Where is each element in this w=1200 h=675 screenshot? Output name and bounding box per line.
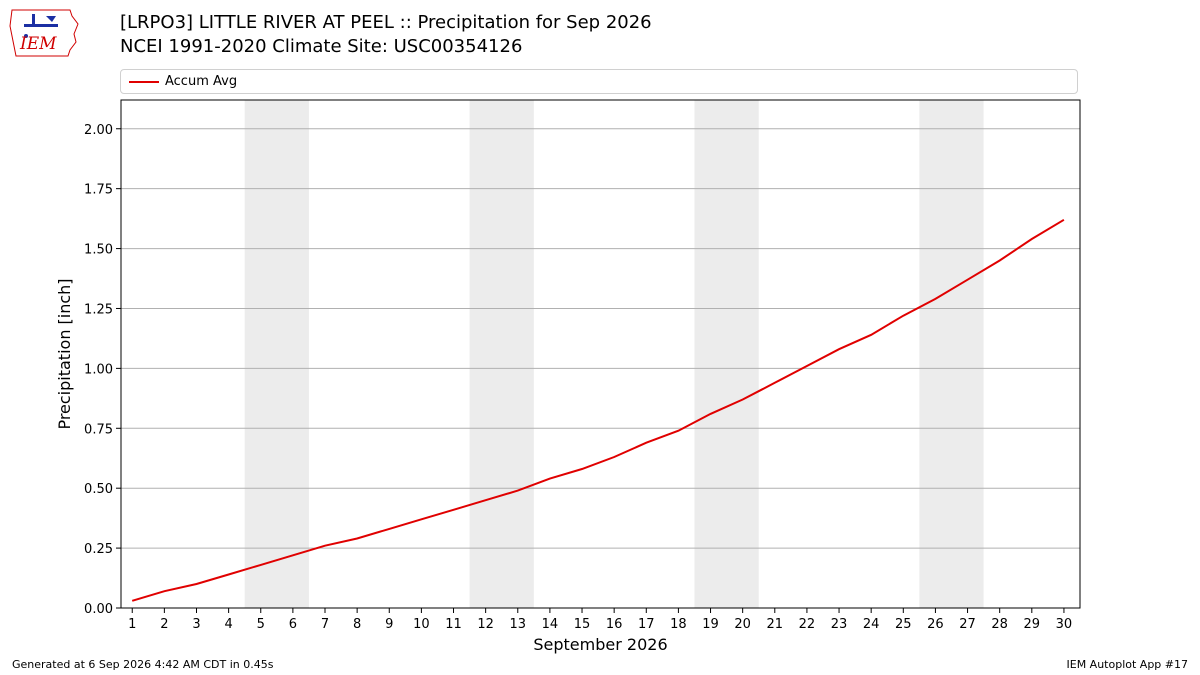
chart-subtitle: NCEI 1991-2020 Climate Site: USC00354126 xyxy=(120,36,523,57)
x-tick-label: 28 xyxy=(991,617,1008,632)
x-tick-label: 1 xyxy=(128,617,136,632)
x-tick-label: 4 xyxy=(224,617,232,632)
footer-app: IEM Autoplot App #17 xyxy=(1066,658,1189,671)
x-tick-label: 25 xyxy=(895,617,912,632)
legend-line-swatch xyxy=(129,81,159,83)
iowa-map-icon xyxy=(9,9,79,57)
x-tick-label: 19 xyxy=(702,617,719,632)
x-tick-label: 5 xyxy=(257,617,265,632)
x-tick-label: 14 xyxy=(542,617,559,632)
x-tick-label: 8 xyxy=(353,617,361,632)
y-tick-label: 2.00 xyxy=(84,123,113,138)
y-tick-label: 0.75 xyxy=(84,422,113,437)
x-tick-label: 22 xyxy=(799,617,816,632)
x-tick-label: 30 xyxy=(1056,617,1073,632)
y-tick-label: 1.00 xyxy=(84,362,113,377)
y-axis-label: Precipitation [inch] xyxy=(55,278,74,429)
y-tick-label: 0.00 xyxy=(84,602,113,617)
x-tick-label: 10 xyxy=(413,617,430,632)
x-tick-label: 6 xyxy=(289,617,297,632)
weekend-band-0 xyxy=(244,100,309,608)
weekend-band-3 xyxy=(919,100,984,608)
x-tick-label: 11 xyxy=(445,617,462,632)
chart-title: [LRPO3] LITTLE RIVER AT PEEL :: Precipit… xyxy=(120,12,652,33)
x-axis-label: September 2026 xyxy=(533,635,667,654)
plot-frame xyxy=(120,99,1081,609)
x-tick-label: 3 xyxy=(192,617,200,632)
x-tick-label: 24 xyxy=(863,617,880,632)
x-tick-label: 23 xyxy=(831,617,848,632)
x-tick-label: 18 xyxy=(670,617,687,632)
y-tick-label: 1.25 xyxy=(84,302,113,317)
x-tick-label: 16 xyxy=(606,617,623,632)
legend-label: Accum Avg xyxy=(165,74,238,89)
footer-generated: Generated at 6 Sep 2026 4:42 AM CDT in 0… xyxy=(12,658,274,671)
x-tick-label: 12 xyxy=(477,617,494,632)
y-tick-label: 1.50 xyxy=(84,243,113,258)
series-line-accum-avg xyxy=(131,218,1065,602)
weekend-band-1 xyxy=(469,100,534,608)
legend: Accum Avg xyxy=(120,69,1078,94)
y-tick-label: 0.25 xyxy=(84,542,113,557)
x-tick-label: 27 xyxy=(959,617,976,632)
weekend-band-2 xyxy=(694,100,759,608)
x-tick-label: 29 xyxy=(1024,617,1041,632)
x-tick-label: 15 xyxy=(574,617,591,632)
y-tick-label: 1.75 xyxy=(84,183,113,198)
x-tick-label: 7 xyxy=(321,617,329,632)
iem-logo: IEM xyxy=(8,6,80,58)
x-tick-label: 2 xyxy=(160,617,168,632)
x-tick-label: 20 xyxy=(734,617,751,632)
y-tick-label: 0.50 xyxy=(84,482,113,497)
x-tick-label: 9 xyxy=(385,617,393,632)
x-tick-label: 26 xyxy=(927,617,944,632)
x-tick-label: 17 xyxy=(638,617,655,632)
x-tick-label: 13 xyxy=(509,617,526,632)
x-tick-label: 21 xyxy=(767,617,784,632)
logo-text: IEM xyxy=(20,34,57,54)
